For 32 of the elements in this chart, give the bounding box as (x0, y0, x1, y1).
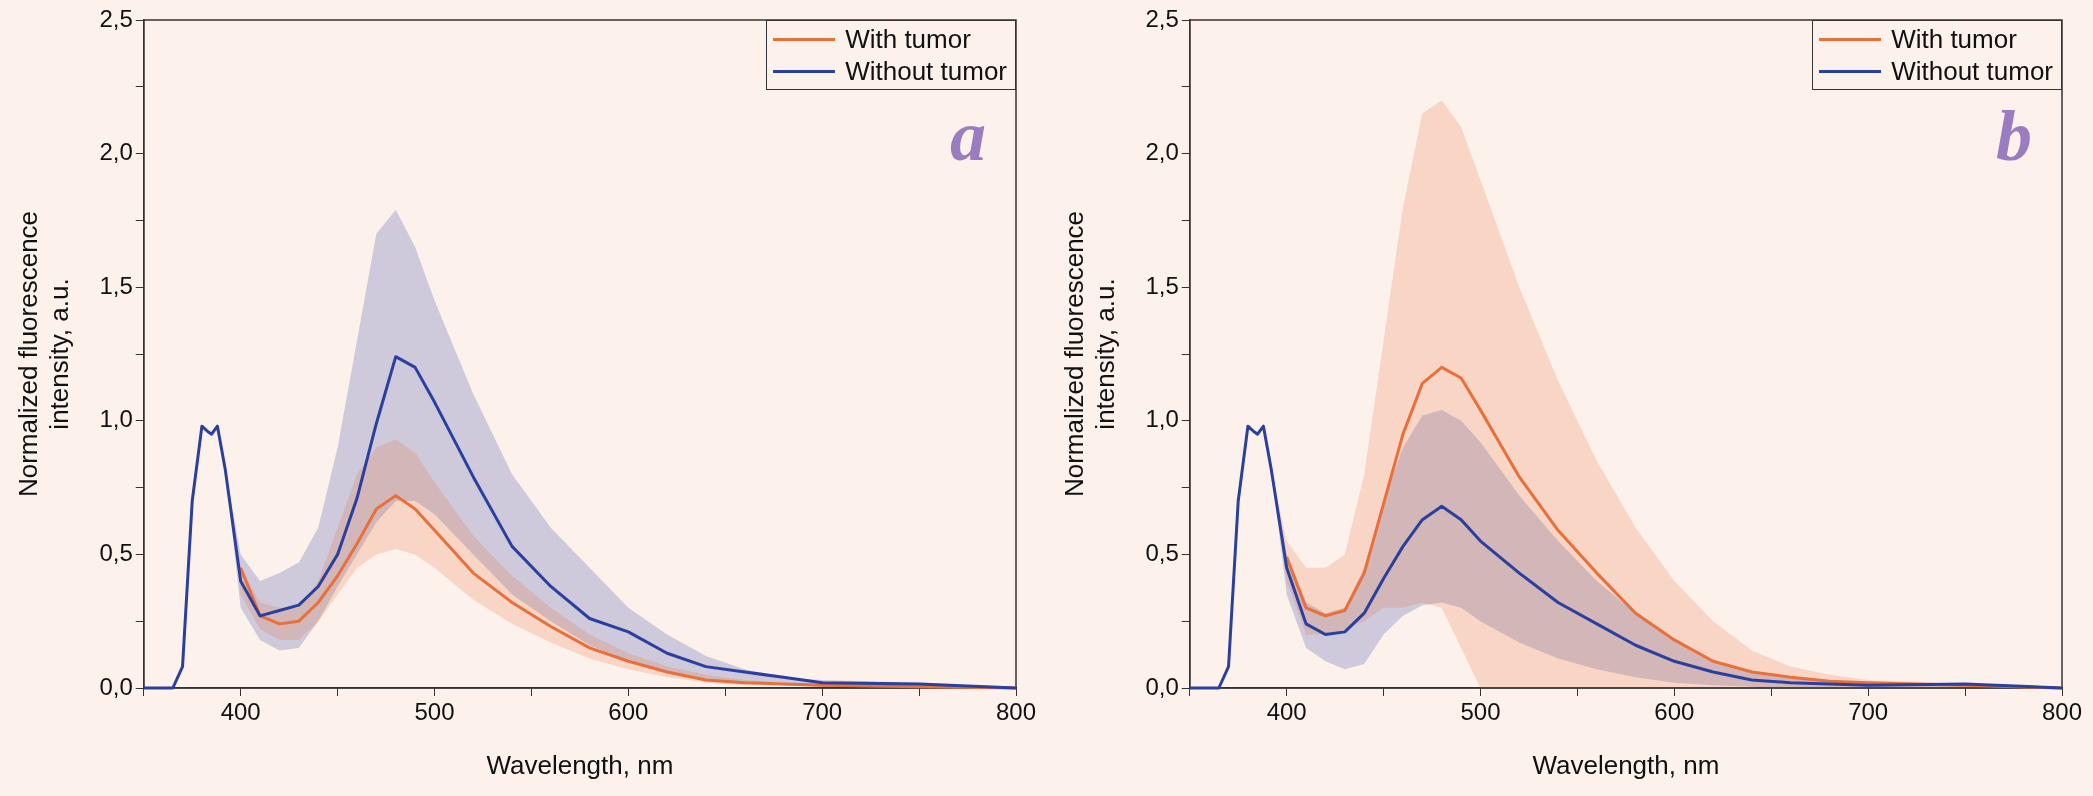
annotation: b (1996, 96, 2032, 176)
legend-label: Without tumor (1891, 55, 2053, 87)
y-tick-label: 0,5 (1145, 539, 1179, 567)
y-tick-label: 0,0 (1145, 672, 1179, 700)
y-tick-label: 1,5 (1145, 271, 1179, 299)
y-tick-label: 0,0 (99, 672, 133, 700)
x-tick-label: 700 (1848, 698, 1889, 726)
x-tick-label: 400 (220, 698, 261, 726)
x-tick-label: 800 (2041, 698, 2083, 726)
y-tick-label: 1,0 (1145, 405, 1179, 433)
y-tick-label: 1,5 (99, 271, 133, 299)
legend-label: With tumor (1891, 23, 2017, 55)
y-tick-label: 2,0 (1145, 138, 1179, 166)
y-tick-label: 2,0 (99, 138, 133, 166)
x-axis-title: Wavelength, nm (486, 749, 674, 780)
y-axis-title: Normalized fluorescence intensity, a.u. (12, 210, 74, 498)
annotation: a (950, 96, 986, 176)
legend-label: Without tumor (845, 55, 1007, 87)
x-tick-label: 800 (995, 698, 1037, 726)
y-tick-label: 0,5 (99, 539, 133, 567)
legend-label: With tumor (845, 23, 971, 55)
x-tick-label: 600 (608, 698, 649, 726)
x-tick-label: 500 (414, 698, 455, 726)
x-axis-title: Wavelength, nm (1532, 749, 1720, 780)
x-tick-label: 400 (1266, 698, 1307, 726)
y-tick-label: 2,5 (99, 4, 133, 32)
x-tick-label: 500 (1460, 698, 1501, 726)
y-tick-label: 2,5 (1145, 4, 1179, 32)
y-axis-title: Normalized fluorescence intensity, a.u. (1058, 210, 1120, 498)
x-tick-label: 600 (1654, 698, 1695, 726)
x-tick-label: 700 (802, 698, 843, 726)
y-tick-label: 1,0 (99, 405, 133, 433)
